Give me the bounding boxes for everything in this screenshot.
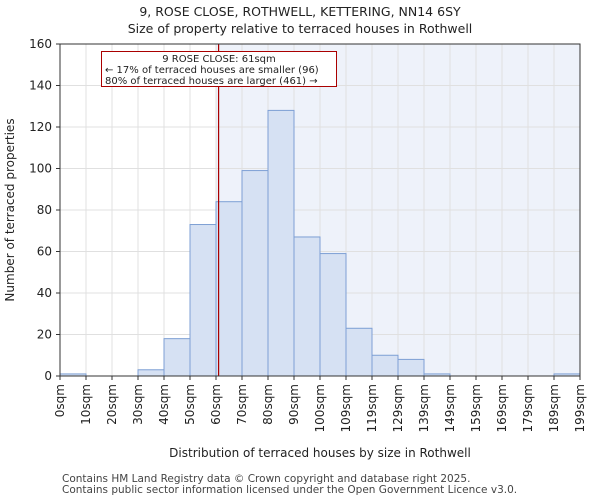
chart-title: 9, ROSE CLOSE, ROTHWELL, KETTERING, NN14… <box>139 4 461 19</box>
histogram-bar <box>137 369 165 377</box>
annotation-line-1: 9 ROSE CLOSE: 61sqm <box>162 54 276 65</box>
property-annotation: 9 ROSE CLOSE: 61sqm ← 17% of terraced ho… <box>101 51 337 87</box>
y-tick-label: 60 <box>37 245 52 259</box>
x-tick-label: 199sqm <box>573 384 587 432</box>
y-tick-label: 0 <box>44 369 52 383</box>
histogram-bar <box>319 253 347 377</box>
x-tick-label: 30sqm <box>131 384 145 425</box>
x-tick-label: 189sqm <box>547 384 561 432</box>
y-tick-label: 100 <box>29 162 52 176</box>
x-axis-label: Distribution of terraced houses by size … <box>169 446 471 460</box>
x-tick-label: 169sqm <box>495 384 509 432</box>
x-tick-label: 129sqm <box>391 384 405 432</box>
x-tick-label: 50sqm <box>183 384 197 425</box>
x-tick-label: 40sqm <box>157 384 171 425</box>
histogram-bar <box>397 358 425 377</box>
chart-subtitle: Size of property relative to terraced ho… <box>127 21 473 36</box>
histogram-bar <box>163 338 191 377</box>
y-tick-label: 20 <box>37 328 52 342</box>
histogram-bar <box>345 327 373 377</box>
histogram-bar <box>241 170 269 377</box>
histogram-bar <box>215 201 243 377</box>
x-tick-label: 70sqm <box>235 384 249 425</box>
x-tick-label: 60sqm <box>209 384 223 425</box>
histogram-bar <box>293 236 321 377</box>
x-tick-label: 0sqm <box>53 384 67 417</box>
histogram-bar <box>267 109 295 377</box>
annotation-line-2: ← 17% of terraced houses are smaller (96… <box>105 65 319 76</box>
annotation-line-3: 80% of terraced houses are larger (461) … <box>105 76 318 87</box>
footer-licence: Contains public sector information licen… <box>62 484 518 496</box>
y-axis-label: Number of terraced properties <box>3 118 17 301</box>
x-tick-label: 159sqm <box>469 384 483 432</box>
y-tick-label: 80 <box>37 203 52 217</box>
x-tick-label: 149sqm <box>443 384 457 432</box>
x-tick-label: 179sqm <box>521 384 535 432</box>
y-tick-label: 160 <box>29 37 52 51</box>
y-tick-label: 120 <box>29 120 52 134</box>
x-tick-label: 100sqm <box>313 384 327 432</box>
x-tick-label: 109sqm <box>339 384 353 432</box>
x-tick-label: 90sqm <box>287 384 301 425</box>
footer-copyright: Contains HM Land Registry data © Crown c… <box>62 473 471 485</box>
histogram-bar <box>371 354 399 377</box>
x-tick-label: 80sqm <box>261 384 275 425</box>
x-tick-label: 20sqm <box>105 384 119 425</box>
x-tick-label: 10sqm <box>79 384 93 425</box>
x-tick-label: 119sqm <box>365 384 379 432</box>
y-tick-label: 40 <box>37 286 52 300</box>
y-tick-label: 140 <box>29 79 52 93</box>
histogram-bar <box>189 224 217 377</box>
x-tick-label: 139sqm <box>417 384 431 432</box>
